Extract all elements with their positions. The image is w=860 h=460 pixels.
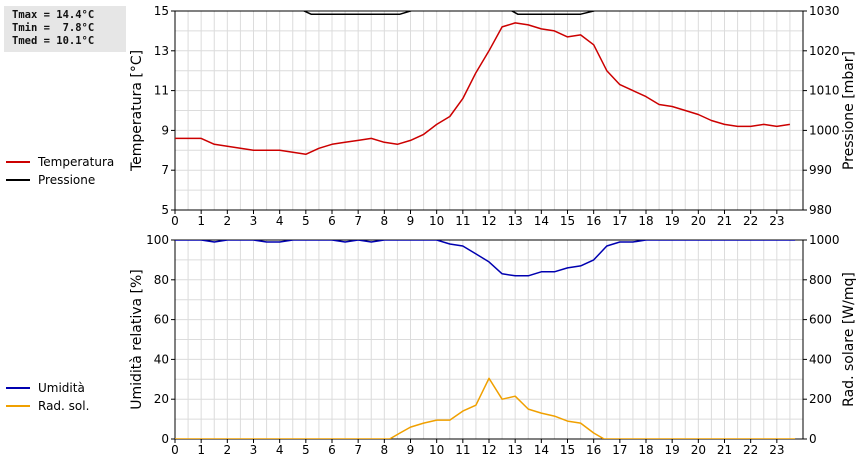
x-tick-label: 3 <box>250 443 258 457</box>
x-tick-label: 5 <box>302 214 310 228</box>
y2-tick-label: 1020 <box>809 44 840 58</box>
x-tick-label: 3 <box>250 214 258 228</box>
x-tick-label: 10 <box>429 214 444 228</box>
y2-axis-title: Rad. solare [W/mq] <box>841 272 857 407</box>
x-tick-label: 1 <box>197 443 205 457</box>
y-tick-label: 15 <box>154 4 169 18</box>
x-tick-label: 9 <box>407 214 415 228</box>
x-tick-label: 7 <box>354 443 362 457</box>
stats-box: Tmax = 14.4°C Tmin = 7.8°C Tmed = 10.1°C <box>4 6 126 52</box>
legend: Temperatura Pressione <box>6 155 114 187</box>
x-tick-label: 16 <box>586 214 601 228</box>
legend-label: Pressione <box>38 173 95 187</box>
x-tick-label: 16 <box>586 443 601 457</box>
x-tick-label: 10 <box>429 443 444 457</box>
y-tick-label: 100 <box>146 233 169 247</box>
y2-tick-label: 200 <box>809 392 832 406</box>
x-tick-label: 14 <box>534 214 549 228</box>
tmax-text: Tmax = 14.4°C <box>12 9 95 21</box>
x-tick-label: 15 <box>560 443 575 457</box>
x-tick-label: 12 <box>481 443 496 457</box>
x-tick-label: 19 <box>665 443 680 457</box>
x-tick-label: 4 <box>276 443 284 457</box>
x-tick-label: 13 <box>508 443 523 457</box>
x-tick-label: 18 <box>638 443 653 457</box>
grid <box>175 240 803 439</box>
y-axis-title: Umidità relativa [%] <box>129 269 145 410</box>
legend-label: Temperatura <box>37 155 114 169</box>
grid <box>175 11 803 210</box>
y-tick-label: 0 <box>161 432 169 446</box>
x-tick-label: 14 <box>534 443 549 457</box>
x-tick-label: 22 <box>743 214 758 228</box>
x-tick-label: 2 <box>224 214 232 228</box>
x-tick-label: 18 <box>638 214 653 228</box>
x-tick-label: 1 <box>197 214 205 228</box>
y2-tick-label: 980 <box>809 203 832 217</box>
series-line-rad-sol <box>175 377 796 439</box>
x-tick-label: 9 <box>407 443 415 457</box>
x-tick-label: 20 <box>691 214 706 228</box>
y-tick-label: 20 <box>154 392 169 406</box>
x-tick-label: 22 <box>743 443 758 457</box>
x-tick-label: 23 <box>769 443 784 457</box>
y2-axis-title: Pressione [mbar] <box>841 51 857 170</box>
x-tick-label: 8 <box>381 214 389 228</box>
tmed-text: Tmed = 10.1°C <box>12 35 95 47</box>
x-tick-label: 7 <box>354 214 362 228</box>
x-tick-label: 13 <box>508 214 523 228</box>
x-tick-label: 5 <box>302 443 310 457</box>
x-tick-label: 17 <box>612 443 627 457</box>
y-tick-label: 9 <box>161 123 169 137</box>
x-tick-label: 20 <box>691 443 706 457</box>
y2-tick-label: 600 <box>809 313 832 327</box>
y-tick-label: 80 <box>154 273 169 287</box>
series-line-pressione <box>302 11 597 15</box>
x-tick-label: 0 <box>171 214 179 228</box>
x-tick-label: 11 <box>455 443 470 457</box>
y2-tick-label: 1000 <box>809 233 840 247</box>
y2-tick-label: 1010 <box>809 84 840 98</box>
y2-tick-label: 400 <box>809 352 832 366</box>
legend-label: Rad. sol. <box>38 399 89 413</box>
y-axis-title: Temperatura [°C] <box>129 50 145 172</box>
y2-tick-label: 0 <box>809 432 817 446</box>
x-tick-label: 6 <box>328 214 336 228</box>
legend-label: Umidità <box>38 381 85 395</box>
series-lines <box>175 11 791 156</box>
x-tick-label: 19 <box>665 214 680 228</box>
series-line-umidit <box>175 240 796 277</box>
series-line-temperatura <box>175 22 791 156</box>
x-tick-label: 23 <box>769 214 784 228</box>
y2-tick-label: 1000 <box>809 123 840 137</box>
x-tick-label: 6 <box>328 443 336 457</box>
x-tick-label: 2 <box>224 443 232 457</box>
series-lines <box>175 240 796 439</box>
x-tick-label: 0 <box>171 443 179 457</box>
x-tick-label: 4 <box>276 214 284 228</box>
legend: Umidità Rad. sol. <box>6 381 89 413</box>
y-tick-label: 40 <box>154 352 169 366</box>
y2-tick-label: 990 <box>809 163 832 177</box>
y-tick-label: 7 <box>161 163 169 177</box>
x-tick-label: 8 <box>381 443 389 457</box>
temperature-pressure-chart: 0 1 2 3 4 5 6 7 8 9 10 11 12 13 14 15 16 17 18 19 20 21 22 2357… <box>6 4 857 228</box>
y-tick-label: 5 <box>161 203 169 217</box>
x-tick-label: 12 <box>481 214 496 228</box>
x-tick-label: 21 <box>717 214 732 228</box>
tmin-text: Tmin = 7.8°C <box>12 22 95 34</box>
y-tick-label: 11 <box>154 84 169 98</box>
y-tick-label: 60 <box>154 313 169 327</box>
y2-tick-label: 800 <box>809 273 832 287</box>
y-tick-label: 13 <box>154 44 169 58</box>
y2-tick-label: 1030 <box>809 4 840 18</box>
x-tick-label: 17 <box>612 214 627 228</box>
x-tick-label: 11 <box>455 214 470 228</box>
humidity-radiation-chart: 0 1 2 3 4 5 6 7 8 9 10 11 12 13 14 15 16 17 18 19 20 21 22 2302… <box>6 233 857 457</box>
x-tick-label: 21 <box>717 443 732 457</box>
x-tick-label: 15 <box>560 214 575 228</box>
